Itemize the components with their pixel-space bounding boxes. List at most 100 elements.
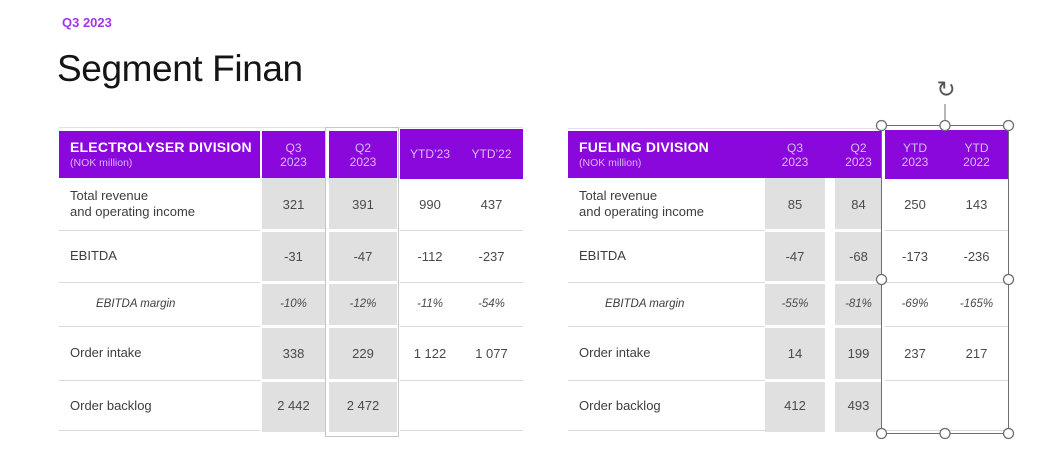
highlight-row-gap: [765, 281, 825, 284]
row-label-line: EBITDA margin: [605, 298, 685, 310]
row-label-line: Total revenue: [70, 188, 149, 203]
column-highlight: [262, 178, 325, 432]
row-label-line: Order backlog: [579, 397, 661, 413]
row-label-line: Order intake: [70, 345, 142, 360]
selection-handle-middle-right[interactable]: [1002, 273, 1015, 286]
table-cell: 199: [847, 345, 870, 361]
column-highlight: [765, 178, 825, 432]
row-separator: [568, 282, 765, 283]
table-cell: -173: [901, 248, 929, 264]
highlight-row-gap: [262, 281, 325, 284]
table-cell: 2 472: [346, 398, 380, 413]
table-cell: -165%: [959, 298, 994, 310]
column-header: Q2 2023: [329, 131, 397, 178]
header-band: [568, 131, 882, 178]
table-cell: 237: [904, 345, 926, 361]
column-header-line: Q2: [850, 140, 867, 155]
row-separator: [885, 230, 1008, 231]
column-header: YTD 2022: [945, 130, 1008, 179]
table-bottom-border: [59, 430, 260, 431]
selection-handle-bottom-center[interactable]: [939, 427, 951, 440]
column-header-line: Q3: [285, 140, 302, 155]
highlight-row-gap: [329, 229, 397, 232]
column-header: YTD’22: [460, 129, 523, 179]
highlight-row-gap: [835, 379, 882, 382]
row-separator: [885, 326, 1008, 327]
column-header: Q3 2023: [765, 131, 825, 178]
column-header-line: 2023: [280, 154, 307, 169]
header-band: [262, 131, 325, 178]
page-title[interactable]: Segment Finan: [57, 48, 303, 89]
table-cell: 229: [352, 345, 374, 361]
selection-handle-top-center[interactable]: [939, 119, 951, 132]
selection-handle-middle-left[interactable]: [875, 273, 888, 286]
table-cell: 84: [851, 196, 866, 212]
column-header: YTD 2023: [885, 130, 945, 179]
row-label: Total revenue and operating income: [59, 178, 260, 230]
table-cell: 990: [419, 196, 441, 212]
highlight-row-gap: [329, 325, 397, 328]
column-header-line: YTD: [964, 140, 989, 155]
column-highlight: [835, 178, 882, 432]
highlight-row-gap: [835, 325, 882, 328]
row-separator: [400, 380, 523, 381]
row-label: EBITDA margin: [59, 282, 260, 326]
highlight-row-gap: [765, 229, 825, 232]
division-name: ELECTROLYSER DIVISION: [70, 139, 252, 155]
rotate-handle-icon[interactable]: ↻: [936, 77, 956, 103]
table-cell: -47: [353, 248, 373, 264]
table-cell: 391: [352, 196, 374, 212]
division-name: FUELING DIVISION: [579, 139, 709, 155]
table-cell: -69%: [901, 298, 929, 310]
highlight-row-gap: [329, 281, 397, 284]
table-cell: -11%: [417, 298, 443, 310]
slide-eyebrow[interactable]: Q3 2023: [62, 15, 112, 30]
row-separator: [400, 282, 523, 283]
row-label: EBITDA: [59, 230, 260, 282]
column-highlight: [329, 178, 397, 432]
column-header-line: 2022: [963, 154, 990, 169]
table-cell: -31: [284, 248, 303, 264]
table-top-border: [568, 128, 882, 129]
row-separator: [568, 380, 765, 381]
highlight-row-gap: [262, 379, 325, 382]
table-bottom-border: [568, 430, 765, 431]
column-header-line: 2023: [781, 154, 809, 169]
row-label-line: Order intake: [579, 345, 651, 360]
table-cell: 321: [282, 196, 305, 212]
table-cell: 437: [480, 196, 503, 212]
row-label: Order intake: [59, 326, 260, 380]
selection-handle-top-right[interactable]: [1002, 119, 1015, 132]
row-label-line: EBITDA margin: [96, 298, 176, 310]
row-label-line: and operating income: [579, 204, 705, 219]
selection-handle-bottom-left[interactable]: [875, 427, 888, 440]
table-bottom-border: [400, 430, 523, 431]
table-cell: 250: [904, 196, 926, 212]
column-header-line: YTD’22: [471, 147, 512, 161]
electrolyser-division-table[interactable]: ELECTROLYSER DIVISION (NOK million) Q3 2023…: [59, 127, 523, 443]
table-cell: -237: [478, 248, 505, 264]
row-separator: [885, 380, 1008, 381]
selection-handle-top-left[interactable]: [875, 119, 888, 132]
current-quarter-highlight-outline[interactable]: [325, 127, 399, 437]
table-cell: -55%: [781, 298, 809, 310]
table-cell: -81%: [845, 298, 872, 310]
row-separator: [59, 326, 260, 327]
table-cell: 143: [965, 196, 988, 212]
highlight-row-gap: [262, 229, 325, 232]
row-label-line: EBITDA: [70, 248, 117, 263]
row-separator: [400, 326, 523, 327]
table-cell: -10%: [280, 298, 307, 310]
row-separator: [885, 282, 1008, 283]
table-cell: 2 442: [277, 398, 310, 413]
row-label-line: and operating income: [70, 204, 196, 219]
selection-handle-bottom-right[interactable]: [1002, 427, 1015, 440]
column-header-line: 2023: [349, 154, 377, 169]
row-separator: [568, 230, 765, 231]
fueling-division-table[interactable]: FUELING DIVISION (NOK million) Q3 2023 Q2 202…: [568, 128, 1008, 443]
division-header: FUELING DIVISION (NOK million): [568, 131, 765, 178]
table-cell: 338: [282, 345, 305, 361]
table-cell: -47: [785, 248, 805, 264]
